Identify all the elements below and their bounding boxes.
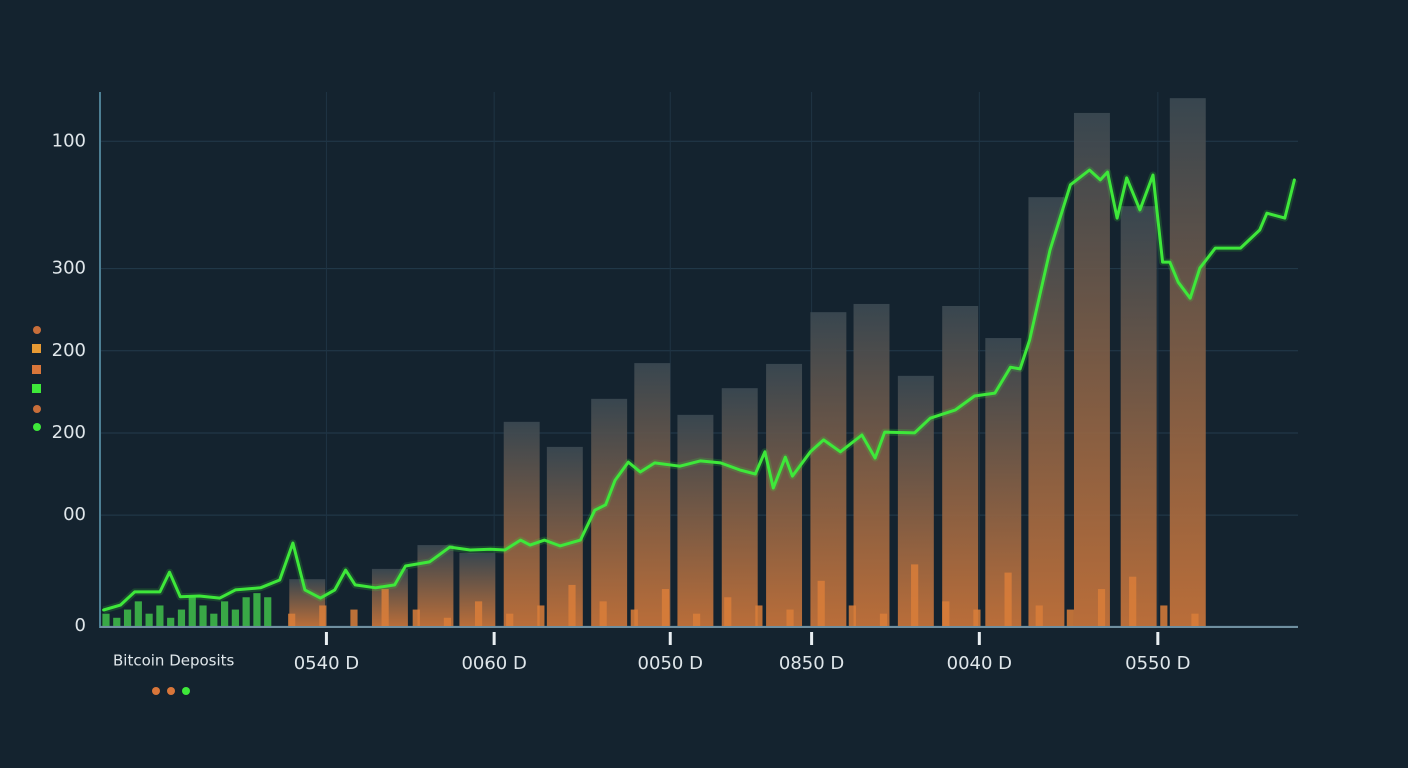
small-bar <box>693 613 701 626</box>
small-bar <box>253 593 261 626</box>
small-bar <box>474 601 483 626</box>
bar <box>985 338 1022 626</box>
small-bar <box>123 609 132 626</box>
y-tick-label: 0 <box>75 615 86 636</box>
x-tick-label: 0850 D <box>779 653 844 674</box>
small-bar <box>156 605 164 626</box>
small-bar <box>817 580 825 626</box>
legend-dots <box>152 687 190 695</box>
small-bar <box>724 597 732 626</box>
small-bar <box>879 613 888 626</box>
small-bar <box>381 589 389 626</box>
small-bar <box>231 609 239 626</box>
bar <box>634 363 671 626</box>
small-bar <box>102 613 110 626</box>
small-bar <box>220 601 229 626</box>
bar <box>371 568 408 626</box>
side-markers <box>32 326 41 431</box>
small-bar <box>911 564 919 626</box>
small-bar <box>1191 613 1199 626</box>
bar <box>853 303 890 626</box>
small-bar <box>412 609 420 626</box>
small-bar <box>755 605 763 626</box>
bar <box>1169 98 1206 626</box>
small-bar <box>134 601 142 626</box>
small-bar <box>319 605 327 626</box>
small-bar <box>145 613 153 626</box>
bar <box>591 398 628 626</box>
x-tick-label: 0040 D <box>947 653 1012 674</box>
small-bar <box>199 605 207 626</box>
bar <box>1120 206 1157 626</box>
bar <box>503 421 540 626</box>
small-bar <box>568 584 576 626</box>
small-bar <box>1004 572 1012 626</box>
bar <box>810 312 847 626</box>
small-bar <box>113 617 121 626</box>
small-bar <box>1035 605 1043 626</box>
bar <box>766 363 803 626</box>
x-tick-label: 0060 D <box>461 653 526 674</box>
small-bar <box>506 613 514 626</box>
y-tick-label: 00 <box>63 504 86 525</box>
bar <box>1073 112 1110 627</box>
y-tick-label: 100 <box>52 130 86 151</box>
y-tick-label: 200 <box>52 422 86 443</box>
small-bar <box>210 613 218 626</box>
small-bar <box>264 597 272 626</box>
small-bar <box>242 597 250 626</box>
small-bar <box>1129 576 1137 626</box>
small-bar <box>630 609 638 626</box>
small-bar <box>661 589 670 626</box>
small-bar <box>188 597 196 626</box>
small-bar <box>848 605 856 626</box>
x-tick-label: 0540 D <box>294 653 359 674</box>
y-tick-label: 300 <box>52 258 86 279</box>
small-bar <box>177 609 186 626</box>
bar <box>942 306 979 626</box>
small-bar <box>1097 589 1106 626</box>
small-bar <box>288 613 296 626</box>
bar <box>546 446 583 626</box>
small-bar <box>599 601 607 626</box>
bar <box>721 388 758 626</box>
small-bar <box>443 617 452 626</box>
small-bar <box>167 617 175 626</box>
small-bar <box>942 601 950 626</box>
line <box>102 168 1296 612</box>
x-tick-label: 0050 D <box>638 653 703 674</box>
small-bar <box>350 609 358 626</box>
x-tick-label: 0550 D <box>1125 653 1190 674</box>
small-bar <box>537 605 545 626</box>
legend-label: Bitcoin Deposits <box>113 652 235 670</box>
y-tick-label: 200 <box>52 340 86 361</box>
small-bar <box>786 609 794 626</box>
small-bar <box>1160 605 1168 626</box>
small-bar <box>973 609 981 626</box>
small-bar <box>1066 609 1074 626</box>
bar <box>677 414 714 626</box>
